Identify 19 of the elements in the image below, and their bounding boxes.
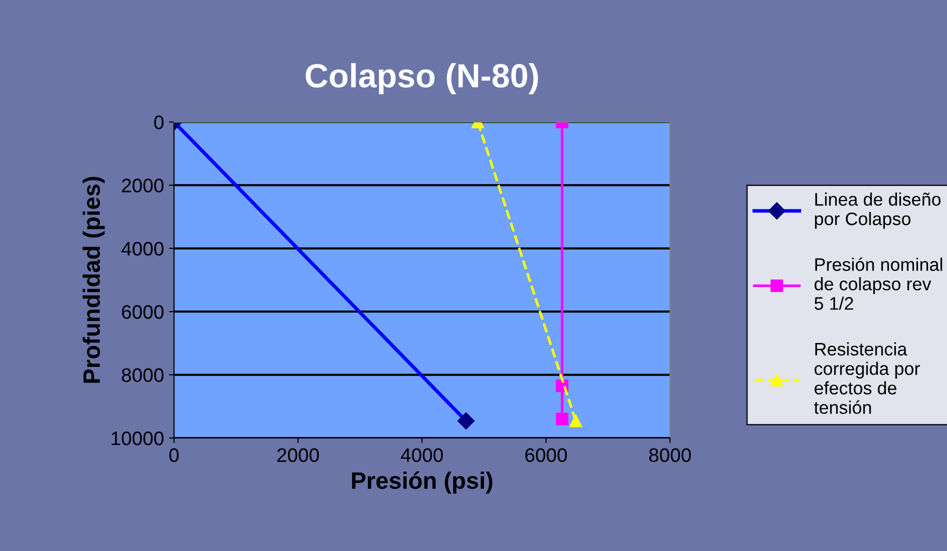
point <box>570 414 582 428</box>
x-tick-label: 4000 <box>400 448 443 462</box>
legend-label: Linea de diseño por Colapso <box>815 192 941 229</box>
point <box>556 412 568 426</box>
chart-title: Colapso (N-80) <box>306 63 538 94</box>
x-tick-label: 6000 <box>525 448 567 462</box>
x-tick-label: 0 <box>169 448 179 462</box>
x-tick-label: 8000 <box>649 448 691 462</box>
y-tick-label: 0 <box>154 115 164 130</box>
legend-label: Presión nominal de colapso rev 5 1/2 <box>814 257 942 310</box>
y-tick-label: 2000 <box>122 178 164 192</box>
y-tick-label: 10000 <box>112 431 164 446</box>
y-tick-label: 8000 <box>122 368 164 382</box>
y-tick-label: 4000 <box>121 242 164 256</box>
x-tick-label: 2000 <box>277 448 319 462</box>
y-axis-title: Profundidad (pies) <box>82 176 105 383</box>
x-axis-title: Presión (psi) <box>352 471 492 494</box>
legend-label: Resistencia corregida por efectos de tensión <box>814 342 920 414</box>
y-tick-label: 6000 <box>122 305 164 319</box>
